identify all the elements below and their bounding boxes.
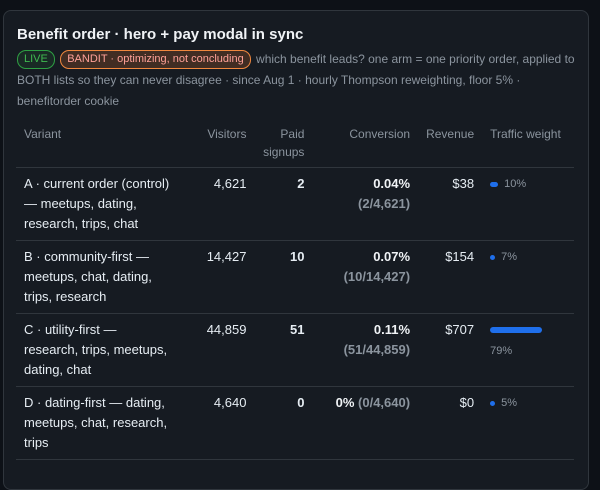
conversion-rate: 0.11% — [373, 322, 411, 337]
panel-title: Benefit order · hero + pay modal in sync — [17, 26, 304, 43]
variant-name: D · dating-first — dating, meetups, chat… — [16, 386, 181, 460]
revenue-cell: $154 — [418, 240, 483, 314]
traffic-weight-cell: 7% — [482, 240, 574, 314]
traffic-weight-label: 5% — [501, 397, 518, 409]
paid-signups-cell: 10 — [254, 240, 313, 314]
traffic-weight-cell: 5% — [482, 386, 574, 460]
traffic-weight-label: 10% — [504, 178, 527, 190]
header-visitors: Visitors — [180, 119, 255, 168]
paid-signups-cell: 51 — [254, 313, 313, 387]
table-header-row: Variant Visitors Paid signups Conversion… — [16, 119, 574, 168]
table-row: C · utility-first — research, trips, mee… — [16, 313, 574, 387]
paid-signups-cell: 2 — [254, 167, 313, 241]
traffic-weight-bar-fill — [490, 327, 543, 333]
header-conversion: Conversion — [312, 119, 419, 168]
visitors-cell: 14,427 — [180, 240, 255, 314]
table-row: D · dating-first — dating, meetups, chat… — [16, 386, 574, 460]
panel-description: which benefit leads? one arm = one prior… — [17, 52, 575, 108]
revenue-cell: $707 — [418, 313, 483, 387]
traffic-weight-cell: 10% — [482, 167, 574, 241]
traffic-weight-label: 7% — [501, 251, 518, 263]
traffic-weight-bar — [490, 327, 556, 333]
traffic-weight-marker — [490, 181, 499, 187]
traffic-weight-cell: 79% — [482, 313, 574, 387]
conversion-rate: 0% — [335, 395, 355, 410]
traffic-weight-marker — [490, 254, 496, 260]
table-row: A · current order (control) — meetups, d… — [16, 167, 574, 241]
conversion-detail: (0/4,640) — [358, 395, 411, 410]
conversion-detail: (10/14,427) — [343, 269, 411, 284]
header-paid-signups: Paid signups — [254, 119, 313, 168]
variants-table: Variant Visitors Paid signups Conversion… — [16, 119, 574, 460]
conversion-cell: 0% (0/4,640) — [312, 386, 419, 460]
conversion-rate: 0.04% — [373, 176, 411, 191]
paid-signups-cell: 0 — [254, 386, 313, 460]
header-traffic-weight: Traffic weight — [482, 119, 574, 168]
conversion-cell: 0.04% (2/4,621) — [312, 167, 419, 241]
visitors-cell: 4,621 — [180, 167, 255, 241]
panel-description-block: LIVE BANDIT · optimizing, not concluding… — [17, 49, 582, 112]
variant-name: B · community-first — meetups, chat, dat… — [16, 240, 181, 314]
header-revenue: Revenue — [418, 119, 483, 168]
conversion-rate: 0.07% — [373, 249, 411, 264]
visitors-cell: 4,640 — [180, 386, 255, 460]
variant-name: C · utility-first — research, trips, mee… — [16, 313, 181, 387]
variant-name: A · current order (control) — meetups, d… — [16, 167, 181, 241]
visitors-cell: 44,859 — [180, 313, 255, 387]
traffic-weight-marker — [490, 400, 496, 406]
revenue-cell: $38 — [418, 167, 483, 241]
revenue-cell: $0 — [418, 386, 483, 460]
traffic-weight-label: 79% — [490, 345, 513, 357]
conversion-detail: (2/4,621) — [358, 196, 411, 211]
bandit-badge: BANDIT · optimizing, not concluding — [60, 50, 251, 69]
conversion-detail: (51/44,859) — [343, 342, 411, 357]
conversion-cell: 0.11% (51/44,859) — [312, 313, 419, 387]
header-variant: Variant — [16, 119, 181, 168]
table-row: B · community-first — meetups, chat, dat… — [16, 240, 574, 314]
live-badge: LIVE — [17, 50, 55, 69]
experiment-panel: Benefit order · hero + pay modal in sync… — [3, 10, 589, 490]
conversion-cell: 0.07% (10/14,427) — [312, 240, 419, 314]
